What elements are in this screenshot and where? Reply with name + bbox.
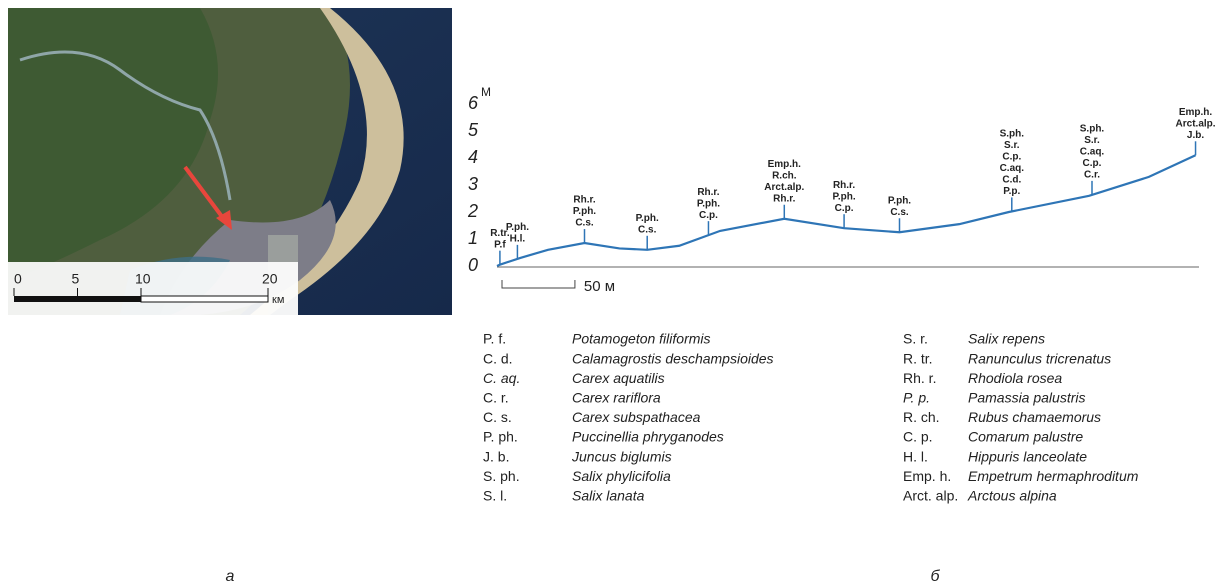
legend-name: Rhodiola rosea (968, 370, 1062, 386)
legend-name: Carex rariflora (572, 390, 661, 406)
legend-abbr: S. ph. (483, 468, 520, 484)
figure: 051020км а б М 0123456R.tr.P.fP.ph.H.l.R… (0, 0, 1223, 587)
distance-scale-label: 50 м (584, 278, 615, 295)
y-tick-label: 3 (468, 174, 478, 194)
caption-a: а (226, 568, 235, 585)
annotation-label: S.r. (1004, 140, 1020, 151)
scale-tick-label: 10 (135, 271, 151, 287)
scale-unit: км (272, 294, 284, 306)
annotation-label: S.r. (1084, 135, 1100, 146)
annotation-label: P.p. (1003, 186, 1020, 197)
annotation-label: Rh.r. (573, 195, 595, 206)
legend-name: Juncus biglumis (571, 448, 672, 464)
legend-name: Carex subspathacea (572, 409, 701, 425)
y-tick-label: 5 (468, 120, 479, 140)
annotation-label: P.ph. (697, 198, 720, 209)
scale-tick-label: 0 (14, 271, 22, 287)
legend-abbr: C. s. (483, 409, 512, 425)
annotation-label: Emp.h. (768, 159, 802, 170)
legend-abbr: S. r. (903, 331, 928, 347)
legend-abbr: P. p. (903, 390, 930, 406)
legend-name: Hippuris lanceolate (968, 448, 1087, 464)
legend-name: Puccinellia phryganodes (572, 429, 724, 445)
page: 051020км а б М 0123456R.tr.P.fP.ph.H.l.R… (0, 0, 1223, 587)
legend-name: Salix repens (968, 331, 1045, 347)
distance-scale-bar (502, 280, 575, 288)
annotation-label: C.s. (890, 207, 909, 218)
annotation-label: C.r. (1084, 170, 1100, 181)
annotation-label: P.ph. (636, 213, 659, 224)
legend-name: Salix phylicifolia (572, 468, 671, 484)
y-tick-label: 1 (468, 228, 478, 248)
annotation-label: C.p. (1002, 152, 1021, 163)
annotation-label: Emp.h. (1179, 107, 1213, 118)
annotation-label: C.p. (835, 203, 854, 214)
legend: P. f. Potamogeton filiformis C. d. Calamagr… (483, 331, 1139, 504)
satellite-map (8, 8, 452, 315)
annotation-label: Rh.r. (773, 193, 795, 204)
annotation-label: P.ph. (888, 195, 911, 206)
annotation-label: C.s. (638, 224, 657, 235)
annotation-label: P.ph. (506, 222, 529, 233)
annotation-label: Rh.r. (697, 187, 719, 198)
legend-abbr: R. ch. (903, 409, 940, 425)
profile-chart: 0123456R.tr.P.fP.ph.H.l.Rh.r.P.ph.C.s.P.… (467, 93, 1216, 295)
legend-abbr: Emp. h. (903, 468, 951, 484)
legend-abbr: C. aq. (483, 370, 520, 386)
legend-name: Rubus chamaemorus (968, 409, 1101, 425)
legend-abbr: C. p. (903, 429, 933, 445)
annotation-label: S.ph. (1080, 124, 1105, 135)
caption-b: б (931, 568, 941, 585)
annotation-label: P.ph. (833, 191, 856, 202)
annotation-label: Arct.alp. (764, 182, 804, 193)
scale-tick-label: 5 (72, 271, 80, 287)
annotation-label: C.s. (575, 218, 594, 229)
legend-name: Calamagrostis deschampsioides (572, 350, 774, 366)
legend-name: Potamogeton filiformis (572, 331, 711, 347)
annotation-label: C.aq. (1080, 147, 1105, 158)
y-tick-label: 2 (467, 201, 478, 221)
scale-tick-label: 20 (262, 271, 278, 287)
annotation-label: H.l. (510, 234, 526, 245)
y-tick-label: 0 (468, 255, 478, 275)
legend-name: Pamassia palustris (968, 390, 1086, 406)
legend-abbr: Rh. r. (903, 370, 936, 386)
y-tick-label: 6 (468, 93, 479, 113)
annotation-label: P.f (494, 239, 506, 250)
annotation-label: C.p. (1083, 158, 1102, 169)
annotation-label: P.ph. (573, 206, 596, 217)
legend-name: Comarum palustre (968, 429, 1083, 445)
annotation-label: S.ph. (1000, 129, 1025, 140)
legend-name: Ranunculus tricrenatus (968, 350, 1111, 366)
annotation-label: C.aq. (1000, 163, 1025, 174)
legend-abbr: C. d. (483, 350, 513, 366)
annotation-label: R.ch. (772, 170, 797, 181)
legend-abbr: C. r. (483, 390, 509, 406)
annotation-label: C.d. (1002, 175, 1021, 186)
legend-abbr: Arct. alp. (903, 488, 958, 504)
y-tick-label: 4 (468, 147, 478, 167)
annotation-label: J.b. (1187, 130, 1204, 141)
annotation-label: Rh.r. (833, 180, 855, 191)
legend-name: Carex aquatilis (572, 370, 665, 386)
y-axis-label: М (481, 85, 491, 99)
legend-abbr: S. l. (483, 488, 507, 504)
annotation-label: C.p. (699, 210, 718, 221)
legend-abbr: P. ph. (483, 429, 518, 445)
legend-abbr: J. b. (483, 448, 509, 464)
legend-name: Empetrum hermaphroditum (968, 468, 1139, 484)
scale-bar-white (141, 296, 268, 302)
legend-abbr: P. f. (483, 331, 506, 347)
legend-abbr: H. l. (903, 448, 928, 464)
legend-name: Salix lanata (572, 488, 645, 504)
scale-bar-black (14, 296, 141, 302)
annotation-label: Arct.alp. (1176, 118, 1216, 129)
legend-abbr: R. tr. (903, 350, 933, 366)
legend-name: Arctous alpina (967, 488, 1057, 504)
